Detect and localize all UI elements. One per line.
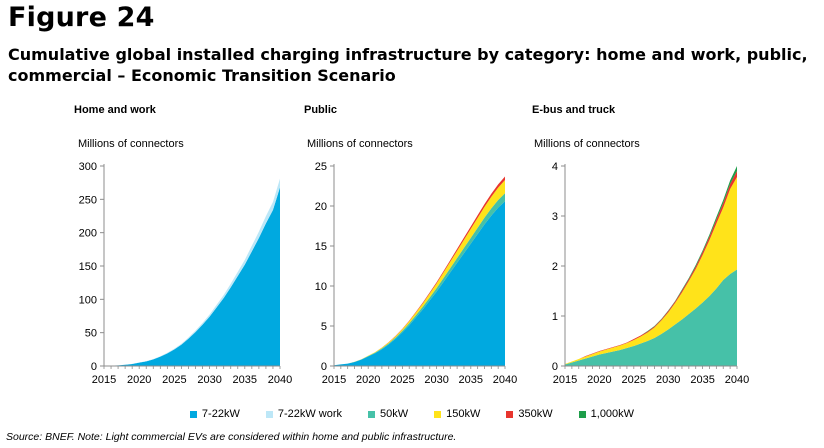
legend-label: 7-22kW: [201, 408, 240, 420]
x-tick-label: 2025: [390, 374, 414, 386]
legend-swatch: [368, 410, 376, 418]
y-tick-label: 0: [91, 361, 97, 373]
area-series: [334, 201, 505, 366]
page-title: Cumulative global installed charging inf…: [8, 45, 808, 85]
legend-label: 1,000kW: [590, 408, 635, 420]
x-tick-label: 2025: [622, 374, 646, 386]
y-tick-label: 4: [552, 161, 558, 173]
x-tick-label: 2035: [233, 374, 257, 386]
legend-swatch: [434, 410, 442, 418]
legend-swatch: [578, 410, 586, 418]
x-tick-label: 2025: [162, 374, 186, 386]
y-tick-label: 20: [315, 201, 327, 213]
legend-item: 1,000kW: [578, 408, 635, 420]
y-tick-label: 250: [79, 194, 97, 206]
x-tick-label: 2030: [656, 374, 680, 386]
legend-item: 50kW: [368, 408, 408, 420]
legend-label: 150kW: [446, 408, 481, 420]
legend-swatch: [189, 410, 197, 418]
chart-title: Public: [304, 104, 337, 116]
x-tick-label: 2015: [553, 374, 577, 386]
y-axis-label: Millions of connectors: [78, 138, 184, 150]
legend-item: 350kW: [506, 408, 553, 420]
legend-item: 7-22kW work: [265, 408, 343, 420]
legend-label: 350kW: [518, 408, 553, 420]
y-axis-label: Millions of connectors: [534, 138, 640, 150]
x-tick-label: 2040: [725, 374, 749, 386]
x-tick-label: 2020: [356, 374, 380, 386]
x-tick-label: 2030: [424, 374, 448, 386]
y-tick-label: 0: [552, 361, 558, 373]
x-tick-label: 2015: [92, 374, 116, 386]
x-tick-label: 2020: [127, 374, 151, 386]
legend-item: 150kW: [434, 408, 480, 420]
y-tick-label: 15: [315, 241, 327, 253]
y-tick-label: 10: [315, 281, 327, 293]
y-axis-label: Millions of connectors: [307, 138, 413, 150]
y-tick-label: 25: [315, 161, 327, 173]
x-tick-label: 2040: [493, 374, 517, 386]
y-tick-label: 100: [79, 294, 97, 306]
chart-title: E-bus and truck: [532, 104, 616, 116]
x-tick-label: 2040: [268, 374, 292, 386]
x-tick-label: 2035: [459, 374, 483, 386]
legend-label: 7-22kW work: [277, 408, 343, 420]
y-tick-label: 50: [85, 328, 97, 340]
legend-swatch: [265, 410, 273, 418]
y-tick-label: 150: [79, 261, 97, 273]
y-tick-label: 0: [321, 361, 327, 373]
y-tick-label: 5: [321, 321, 327, 333]
x-tick-label: 2030: [197, 374, 221, 386]
x-tick-label: 2020: [587, 374, 611, 386]
source-note: Source: BNEF. Note: Light commercial EVs…: [6, 431, 457, 443]
x-tick-label: 2015: [322, 374, 346, 386]
x-tick-label: 2035: [690, 374, 714, 386]
figure-label: Figure 24: [8, 2, 155, 33]
y-tick-label: 3: [552, 211, 558, 223]
legend-item: 7-22kW: [189, 408, 240, 420]
y-tick-label: 1: [552, 311, 558, 323]
y-tick-label: 2: [552, 261, 558, 273]
area-series: [565, 269, 737, 366]
y-tick-label: 200: [79, 228, 97, 240]
area-series: [565, 177, 737, 365]
legend-label: 50kW: [380, 408, 409, 420]
area-series: [104, 187, 280, 366]
y-tick-label: 300: [79, 161, 97, 173]
legend-swatch: [506, 410, 514, 418]
chart-title: Home and work: [74, 104, 157, 116]
legend: 7-22kW 7-22kW work 50kW 150kW 350kW 1,00…: [0, 408, 824, 420]
